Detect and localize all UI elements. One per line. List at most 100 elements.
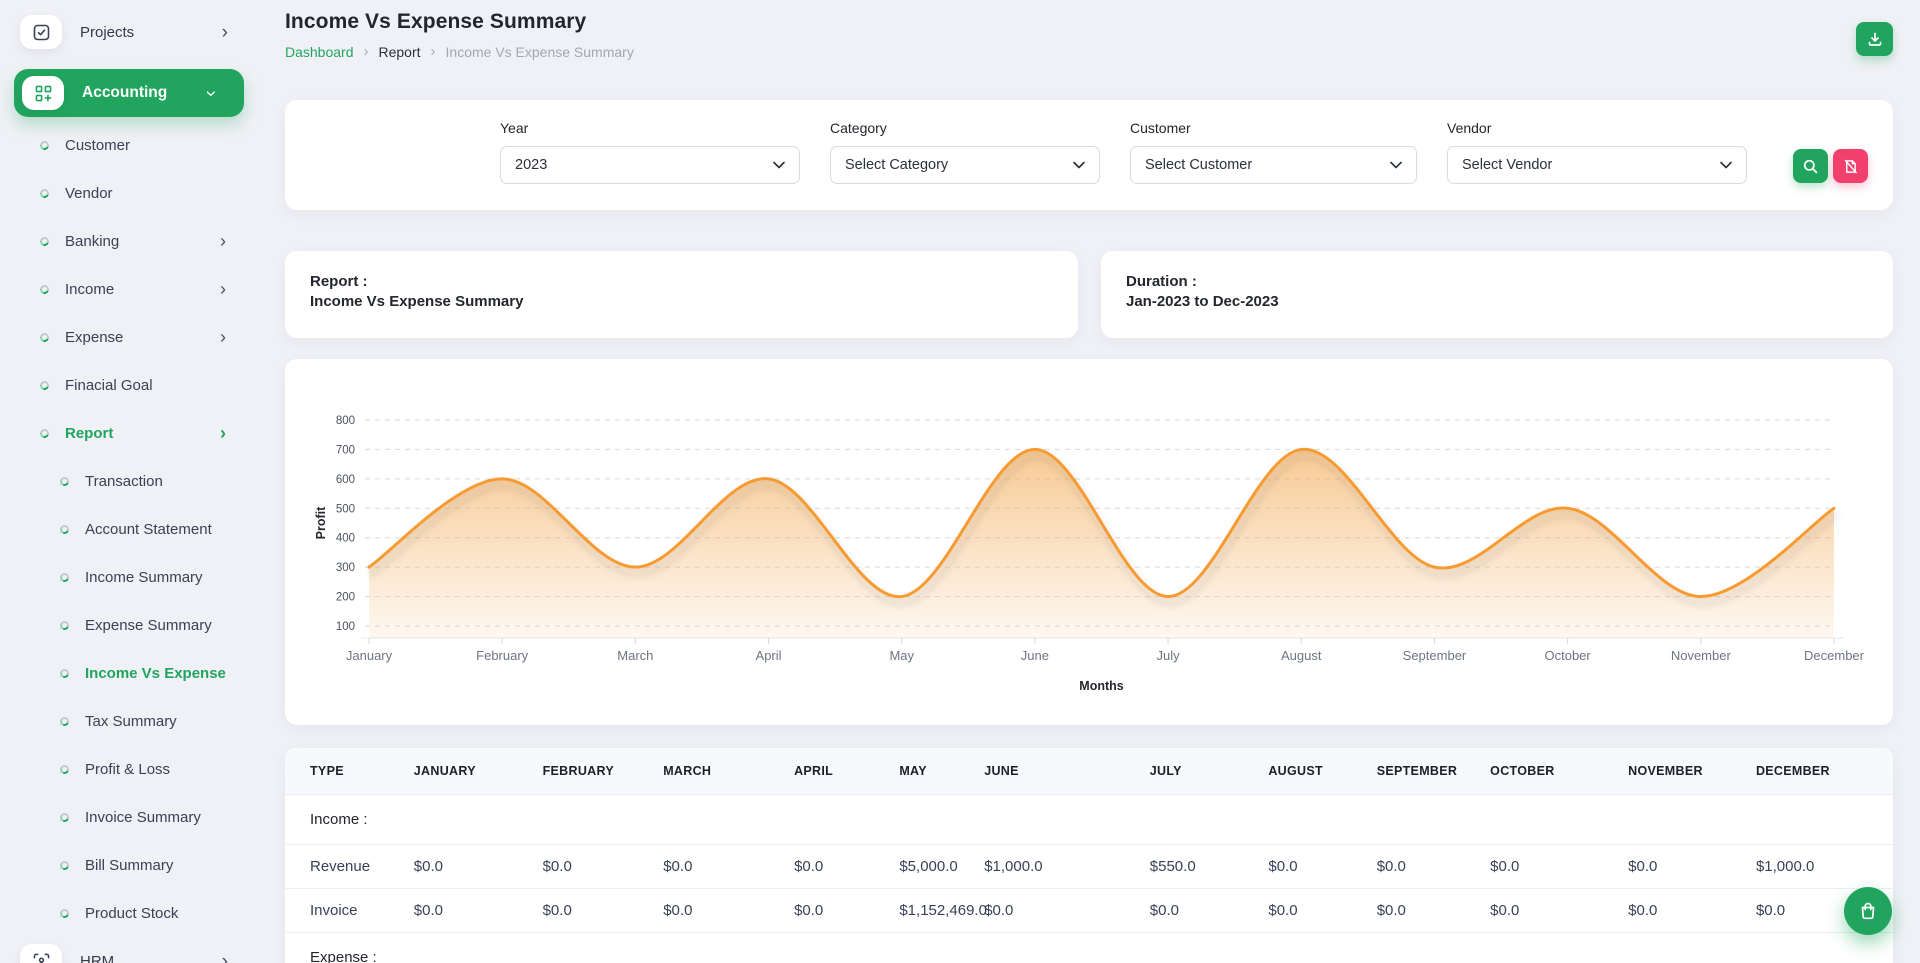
cell-value: $0.0	[663, 844, 794, 888]
table-row: Revenue$0.0$0.0$0.0$0.0$5,000.0$1,000.0$…	[285, 844, 1893, 888]
chevron-right-icon: ›	[220, 232, 226, 250]
sidebar-item-expense[interactable]: Expense›	[0, 313, 260, 361]
shop-fab-button[interactable]	[1844, 887, 1892, 935]
table-row: Invoice$0.0$0.0$0.0$0.0$1,152,469.0$0.0$…	[285, 888, 1893, 932]
sidebar-item-bill-summary[interactable]: Bill Summary	[0, 841, 260, 889]
sidebar-item-profit-loss[interactable]: Profit & Loss	[0, 745, 260, 793]
chevron-right-icon: ›	[222, 952, 228, 963]
income-expense-table-card: TYPEJANUARYFEBRUARYMARCHAPRILMAYJUNEJULY…	[285, 748, 1893, 963]
sidebar-item-vendor[interactable]: Vendor	[0, 169, 260, 217]
bullet-icon	[39, 187, 51, 199]
svg-text:800: 800	[336, 415, 355, 427]
sidebar-item-projects[interactable]: Projects ›	[0, 8, 260, 56]
sidebar-item-tax-summary[interactable]: Tax Summary	[0, 697, 260, 745]
report-card-title: Report :	[310, 273, 1053, 290]
column-header-june: JUNE	[984, 748, 1150, 794]
breadcrumb-report-link[interactable]: Report	[379, 44, 421, 60]
year-select[interactable]: 2023	[500, 146, 800, 184]
sidebar-item-hrm[interactable]: HRM ›	[0, 937, 260, 963]
cell-value: $0.0	[1268, 844, 1376, 888]
sidebar-item-invoice-summary[interactable]: Invoice Summary	[0, 793, 260, 841]
sidebar-item-label: Transaction	[85, 473, 163, 490]
svg-text:April: April	[756, 648, 782, 663]
bullet-icon	[39, 139, 51, 151]
search-button[interactable]	[1793, 149, 1828, 183]
sidebar-item-transaction[interactable]: Transaction	[0, 457, 260, 505]
cell-value: $0.0	[1490, 844, 1628, 888]
category-label: Category	[830, 120, 1100, 136]
sidebar-item-expense-summary[interactable]: Expense Summary	[0, 601, 260, 649]
row-type: Invoice	[285, 888, 414, 932]
download-button[interactable]	[1856, 22, 1893, 56]
breadcrumb-current: Income Vs Expense Summary	[446, 44, 634, 60]
breadcrumb: Dashboard › Report › Income Vs Expense S…	[285, 43, 1893, 60]
chevron-separator-icon: ›	[364, 43, 369, 60]
report-card-value: Income Vs Expense Summary	[310, 293, 1053, 310]
customer-select[interactable]: Select Customer	[1130, 146, 1417, 184]
chevron-separator-icon: ›	[431, 43, 436, 60]
download-icon	[1867, 31, 1883, 47]
sidebar-item-label: Banking	[65, 233, 119, 250]
sidebar-item-account-statement[interactable]: Account Statement	[0, 505, 260, 553]
breadcrumb-dashboard-link[interactable]: Dashboard	[285, 44, 354, 60]
cell-value: $0.0	[1268, 888, 1376, 932]
column-header-august: AUGUST	[1268, 748, 1376, 794]
cell-value: $1,152,469.0	[899, 888, 984, 932]
vendor-select-value: Select Vendor	[1462, 157, 1552, 173]
column-header-july: JULY	[1150, 748, 1269, 794]
sidebar-item-label: HRM	[80, 953, 114, 963]
customer-label: Customer	[1130, 120, 1417, 136]
duration-card-title: Duration :	[1126, 273, 1868, 290]
sidebar-item-accounting[interactable]: Accounting ›	[14, 69, 244, 117]
sidebar-item-income[interactable]: Income›	[0, 265, 260, 313]
section-row: Expense :	[285, 932, 1893, 963]
cell-value: $0.0	[794, 844, 899, 888]
chevron-down-icon	[773, 161, 785, 169]
main-content: Income Vs Expense Summary Dashboard › Re…	[260, 0, 1920, 963]
year-label: Year	[500, 120, 800, 136]
sidebar-item-finacial-goal[interactable]: Finacial Goal	[0, 361, 260, 409]
bullet-icon	[59, 523, 71, 535]
income-expense-table: TYPEJANUARYFEBRUARYMARCHAPRILMAYJUNEJULY…	[285, 748, 1893, 963]
cell-value: $0.0	[414, 888, 543, 932]
section-row: Income :	[285, 794, 1893, 844]
chevron-down-icon	[1073, 161, 1085, 169]
cell-value: $0.0	[1628, 844, 1756, 888]
row-type: Revenue	[285, 844, 414, 888]
bullet-icon	[39, 379, 51, 391]
sidebar-item-income-summary[interactable]: Income Summary	[0, 553, 260, 601]
bullet-icon	[59, 859, 71, 871]
search-icon	[1803, 159, 1818, 174]
column-header-january: JANUARY	[414, 748, 543, 794]
category-select[interactable]: Select Category	[830, 146, 1100, 184]
sidebar-item-label: Profit & Loss	[85, 761, 170, 778]
sidebar-item-label: Customer	[65, 137, 130, 154]
chevron-down-icon	[1720, 161, 1732, 169]
cell-value: $0.0	[543, 888, 664, 932]
column-header-april: APRIL	[794, 748, 899, 794]
sidebar-item-label: Income Vs Expense	[85, 665, 226, 682]
sidebar-item-label: Bill Summary	[85, 857, 173, 874]
duration-card-value: Jan-2023 to Dec-2023	[1126, 293, 1868, 310]
svg-text:600: 600	[336, 474, 355, 486]
category-field: Category Select Category	[830, 120, 1100, 184]
svg-text:July: July	[1157, 648, 1181, 663]
column-header-february: FEBRUARY	[543, 748, 664, 794]
sidebar-item-customer[interactable]: Customer	[0, 121, 260, 169]
section-label: Income :	[285, 794, 1893, 844]
svg-text:December: December	[1804, 648, 1865, 663]
vendor-field: Vendor Select Vendor	[1447, 120, 1747, 184]
year-select-value: 2023	[515, 157, 547, 173]
svg-text:January: January	[346, 648, 393, 663]
chevron-right-icon: ›	[222, 23, 228, 42]
vendor-select[interactable]: Select Vendor	[1447, 146, 1747, 184]
sidebar-item-banking[interactable]: Banking ›	[0, 217, 260, 265]
reset-filter-button[interactable]	[1833, 149, 1868, 183]
sidebar-item-report[interactable]: Report›	[0, 409, 260, 457]
sidebar-item-product-stock[interactable]: Product Stock	[0, 889, 260, 937]
sidebar-item-income-vs-expense[interactable]: Income Vs Expense	[0, 649, 260, 697]
column-header-november: NOVEMBER	[1628, 748, 1756, 794]
svg-text:Months: Months	[1079, 679, 1123, 693]
svg-text:Profit: Profit	[314, 506, 328, 539]
sidebar: Projects › Accounting › Customer Vendor …	[0, 0, 260, 963]
